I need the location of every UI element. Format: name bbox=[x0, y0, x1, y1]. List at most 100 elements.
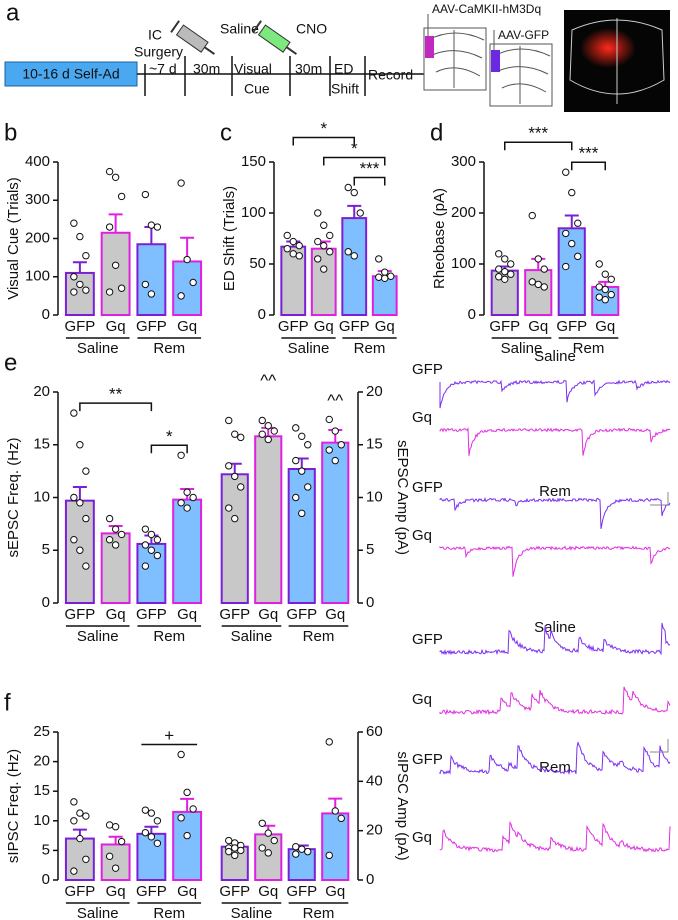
data-point bbox=[325, 851, 333, 860]
data-point bbox=[189, 805, 197, 813]
group-label: Saline bbox=[501, 340, 543, 357]
x-tick-label: GFP bbox=[64, 318, 95, 335]
data-point bbox=[350, 252, 358, 260]
significance: * bbox=[166, 427, 173, 446]
data-point bbox=[264, 849, 272, 857]
data-point bbox=[292, 424, 300, 432]
bar bbox=[64, 271, 95, 316]
data-point bbox=[141, 828, 150, 837]
y-tick-label: 5 bbox=[366, 541, 374, 558]
y-tick-label: 20 bbox=[33, 383, 50, 400]
y-tick-label: 200 bbox=[451, 204, 476, 221]
group-label: Rem bbox=[153, 340, 185, 357]
data-point bbox=[153, 817, 162, 825]
data-point bbox=[258, 430, 266, 438]
data-point bbox=[105, 288, 114, 296]
y-axis-label: ED Shift (Trials) bbox=[221, 186, 238, 291]
error-bar bbox=[347, 204, 362, 219]
data-point bbox=[326, 248, 334, 256]
data-point bbox=[82, 514, 90, 523]
data-point bbox=[111, 173, 120, 182]
trace bbox=[439, 379, 671, 409]
data-point bbox=[607, 275, 615, 283]
data-point bbox=[314, 209, 322, 217]
data-point bbox=[344, 248, 352, 256]
x-tick-label: Gq bbox=[106, 318, 126, 335]
data-point bbox=[237, 433, 245, 442]
y-tick-label: 15 bbox=[33, 782, 50, 799]
y-axis-label: sIPSC Freq. (Hz) bbox=[5, 749, 22, 863]
data-point bbox=[314, 237, 322, 246]
data-point bbox=[177, 179, 185, 187]
data-point bbox=[298, 432, 306, 441]
cno: CNO bbox=[296, 21, 327, 37]
group-label: Saline bbox=[231, 628, 273, 645]
trace bbox=[439, 497, 671, 529]
data-point bbox=[70, 817, 78, 825]
data-point bbox=[76, 499, 84, 507]
data-point bbox=[70, 867, 78, 875]
data-point bbox=[304, 483, 312, 491]
significance: * bbox=[320, 119, 327, 138]
data-point bbox=[595, 283, 603, 291]
data-point bbox=[76, 441, 84, 449]
data-point bbox=[356, 209, 364, 217]
data-point bbox=[183, 255, 191, 264]
data-point bbox=[501, 255, 509, 263]
y-tick-label: 0 bbox=[258, 306, 266, 323]
significance: ** bbox=[109, 385, 123, 404]
bar bbox=[341, 217, 368, 317]
y-tick-label: 400 bbox=[25, 153, 50, 170]
group-label: Rem bbox=[354, 340, 386, 357]
significance: ^^ bbox=[327, 391, 343, 410]
bracket bbox=[323, 156, 386, 166]
data-point bbox=[292, 850, 300, 858]
data-point bbox=[183, 788, 191, 797]
data-point bbox=[375, 273, 383, 281]
data-point bbox=[177, 499, 185, 507]
y-tick-label: 10 bbox=[33, 812, 50, 829]
shift: Shift bbox=[331, 81, 359, 97]
data-point bbox=[111, 541, 120, 549]
bracket bbox=[150, 444, 188, 454]
data-point bbox=[231, 851, 239, 860]
data-point bbox=[141, 562, 150, 570]
y-tick-label: 0 bbox=[42, 871, 50, 888]
trace bbox=[439, 686, 671, 716]
data-point bbox=[295, 252, 303, 260]
data-point bbox=[141, 541, 150, 549]
y-tick-label: 5 bbox=[42, 841, 50, 858]
data-point bbox=[183, 504, 191, 512]
x-tick-label: GFP bbox=[136, 318, 167, 335]
bracket bbox=[504, 141, 573, 151]
data-point bbox=[141, 525, 150, 533]
y-tick-label: 200 bbox=[25, 229, 50, 246]
data-point bbox=[540, 283, 548, 291]
trace bbox=[439, 545, 670, 577]
x-tick-label: Gq bbox=[106, 883, 126, 900]
virus: AAV-GFP bbox=[498, 28, 549, 42]
data-point bbox=[105, 536, 114, 544]
panel-label: f bbox=[4, 689, 11, 716]
data-point bbox=[314, 255, 322, 263]
self-admin: 10-16 d Self-Ad bbox=[22, 66, 119, 82]
y-tick-label: 5 bbox=[42, 541, 50, 558]
bar bbox=[172, 260, 203, 317]
trace-title: Rem bbox=[539, 483, 571, 500]
data-point bbox=[320, 241, 328, 250]
data-point bbox=[231, 514, 239, 523]
surgery: Surgery bbox=[134, 44, 183, 60]
data-point bbox=[574, 252, 582, 261]
trace bbox=[439, 426, 671, 456]
bracket bbox=[292, 136, 355, 146]
data-point bbox=[225, 836, 233, 845]
y-tick-label: 50 bbox=[249, 255, 266, 272]
data-point bbox=[82, 467, 90, 475]
record: Record bbox=[368, 67, 413, 83]
x-tick-label: Gq bbox=[177, 883, 197, 900]
data-point bbox=[601, 296, 609, 304]
bar bbox=[172, 498, 203, 604]
y-axis-label: sEPSC Amp (pA) bbox=[394, 440, 411, 555]
x-tick-label: GFP bbox=[219, 606, 250, 623]
